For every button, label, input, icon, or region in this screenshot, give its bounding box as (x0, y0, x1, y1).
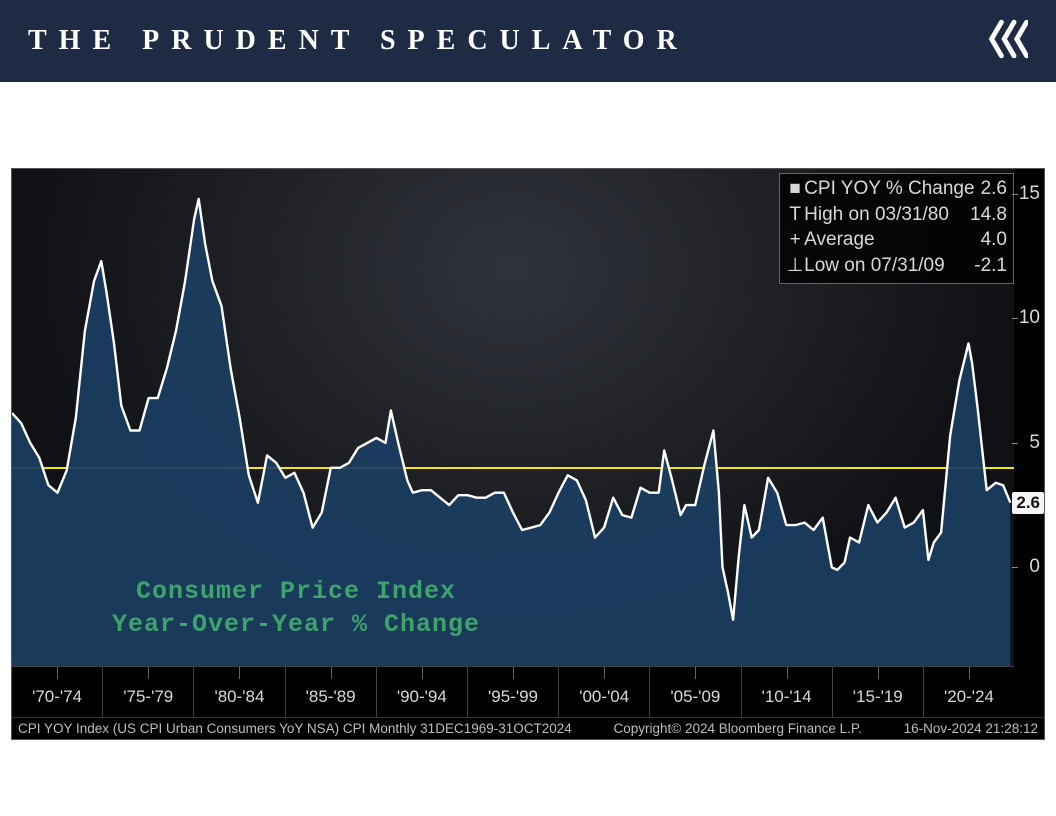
y-tick-label: 5 (1029, 432, 1040, 454)
legend-row: THigh on 03/31/8014.8 (786, 202, 1007, 228)
header-title: THE PRUDENT SPECULATOR (28, 25, 689, 57)
x-tick-label: '70-'74 (12, 667, 103, 717)
chart-footer: CPI YOY Index (US CPI Urban Consumers Yo… (12, 717, 1044, 739)
chart-title-line1: Consumer Price Index (112, 575, 480, 609)
legend-label: Low on 07/31/09 (804, 253, 968, 279)
y-tick-label: 0 (1029, 556, 1040, 578)
legend-value: -2.1 (968, 253, 1007, 279)
legend-value: 14.8 (964, 202, 1007, 228)
legend-row: ■CPI YOY % Change2.6 (786, 176, 1007, 202)
legend-row: +Average 4.0 (786, 227, 1007, 253)
cpi-chart: Consumer Price Index Year-Over-Year % Ch… (11, 168, 1045, 740)
legend-value: 2.6 (975, 176, 1007, 202)
y-axis: 0 5 10 15 2.6 (1014, 169, 1044, 667)
x-axis: '70-'74'75-'79'80-'84'85-'89'90-'94'95-'… (12, 666, 1014, 717)
x-tick-label: '20-'24 (924, 667, 1014, 717)
legend-label: CPI YOY % Change (804, 176, 974, 202)
legend-symbol: ■ (786, 176, 804, 202)
footer-copyright: Copyright© 2024 Bloomberg Finance L.P. (614, 718, 862, 739)
y-tick-label: 10 (1019, 307, 1040, 329)
footer-source: CPI YOY Index (US CPI Urban Consumers Yo… (18, 718, 572, 739)
x-tick-label: '90-'94 (377, 667, 468, 717)
legend-value: 4.0 (975, 227, 1007, 253)
legend-row: ⊥Low on 07/31/09 -2.1 (786, 253, 1007, 279)
chart-title-line2: Year-Over-Year % Change (112, 608, 480, 642)
chart-plot-area: Consumer Price Index Year-Over-Year % Ch… (12, 169, 1014, 667)
y-tick-label: 15 (1019, 183, 1040, 205)
chart-title: Consumer Price Index Year-Over-Year % Ch… (112, 575, 480, 643)
current-value-badge: 2.6 (1012, 492, 1044, 514)
legend-symbol: T (786, 202, 804, 228)
footer-timestamp: 16-Nov-2024 21:28:12 (904, 718, 1038, 739)
chart-legend: ■CPI YOY % Change2.6THigh on 03/31/8014.… (779, 173, 1014, 284)
legend-symbol: ⊥ (786, 253, 804, 279)
page-header: THE PRUDENT SPECULATOR (0, 0, 1056, 82)
legend-label: High on 03/31/80 (804, 202, 964, 228)
legend-label: Average (804, 227, 974, 253)
x-tick-label: '10-'14 (742, 667, 833, 717)
x-tick-label: '15-'19 (833, 667, 924, 717)
x-tick-label: '95-'99 (468, 667, 559, 717)
x-tick-label: '85-'89 (286, 667, 377, 717)
brand-logo-icon (986, 18, 1028, 65)
x-tick-label: '80-'84 (194, 667, 285, 717)
x-tick-label: '00-'04 (559, 667, 650, 717)
x-tick-label: '05-'09 (650, 667, 741, 717)
x-tick-label: '75-'79 (103, 667, 194, 717)
legend-symbol: + (786, 227, 804, 253)
